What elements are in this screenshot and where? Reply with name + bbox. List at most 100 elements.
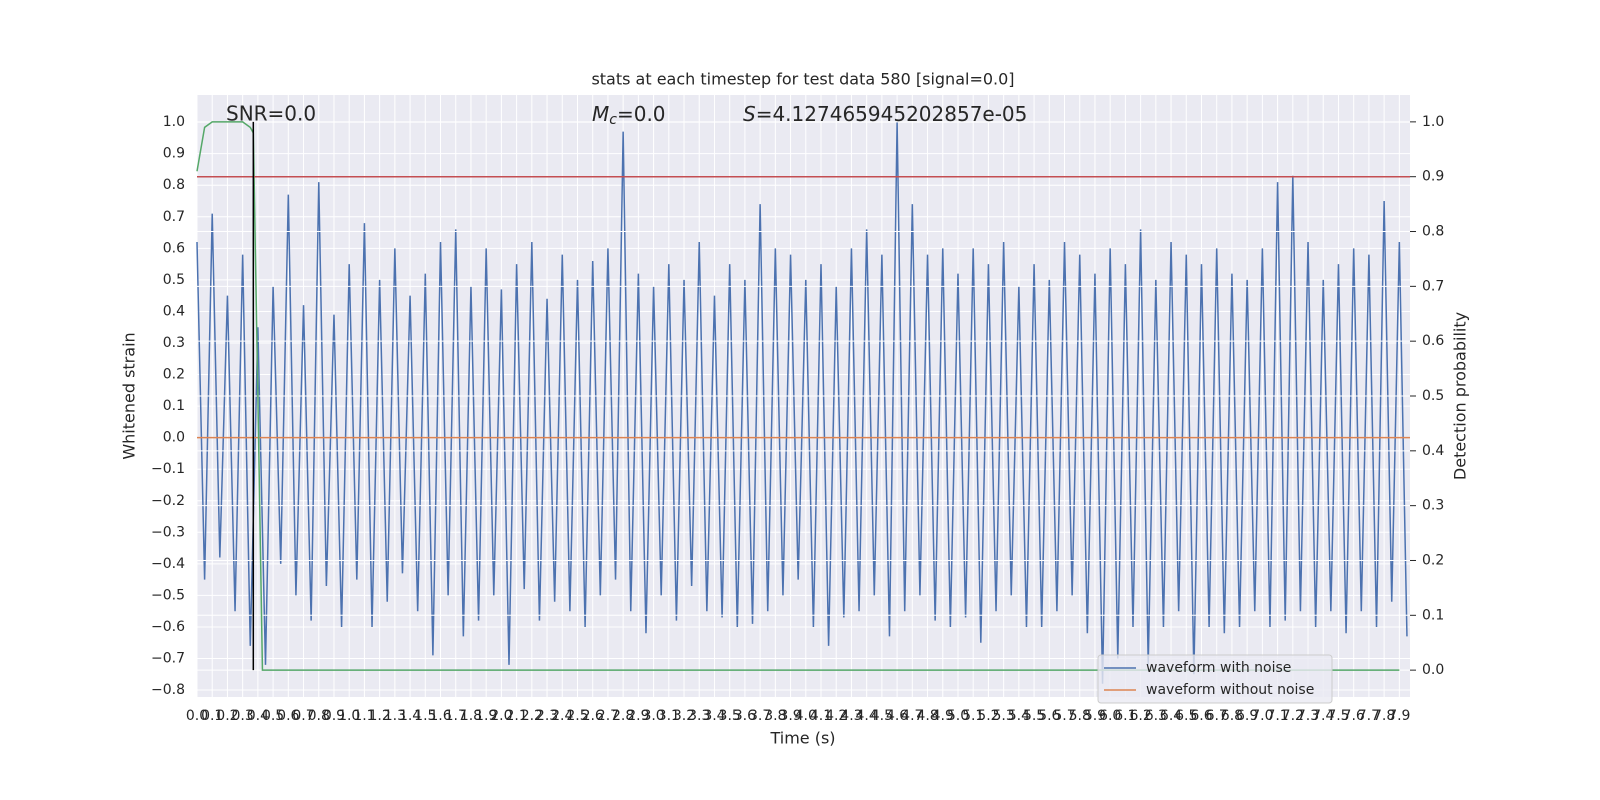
x-tick-label: 3.6 <box>734 708 756 724</box>
x-tick-label: 1.2 <box>369 708 391 724</box>
x-tick-label: 0.3 <box>232 708 254 724</box>
x-tick-label: 6.2 <box>1129 708 1151 724</box>
y-tick-label: −0.2 <box>151 493 185 509</box>
annotation-text: =4.127465945202857e-05 <box>756 102 1028 126</box>
y-tick-label: 0.1 <box>163 398 185 414</box>
series-line <box>196 121 1400 671</box>
x-tick-label: 6.3 <box>1145 708 1167 724</box>
x-tick-label: 4.9 <box>932 708 954 724</box>
x-tick-label: 1.3 <box>384 708 406 724</box>
y-tick-label: 0.3 <box>163 335 185 351</box>
x-tick-label: 0.8 <box>308 708 330 724</box>
y-tick-label: 1.0 <box>163 114 185 130</box>
x-tick-label: 4.7 <box>901 708 923 724</box>
x-tick-label: 3.0 <box>642 708 664 724</box>
x-tick-label: 3.4 <box>703 708 725 724</box>
y2-tick-label: 0.4 <box>1422 443 1444 459</box>
annotation-symbol: M <box>592 102 609 126</box>
x-tick-label: 5.4 <box>1008 708 1030 724</box>
x-tick-label: 0.7 <box>292 708 314 724</box>
x-tick-label: 6.8 <box>1221 708 1243 724</box>
y-tick-label: 0.4 <box>163 303 185 319</box>
x-tick-label: 7.5 <box>1327 708 1349 724</box>
x-tick-label: 4.5 <box>871 708 893 724</box>
y2-tick-label: 0.9 <box>1422 169 1444 185</box>
y2-tick-label: 1.0 <box>1422 114 1444 130</box>
x-tick-label: 1.9 <box>475 708 497 724</box>
x-tick-label: 6.1 <box>1114 708 1136 724</box>
x-tick-label: 1.0 <box>338 708 360 724</box>
x-tick-label: 0.4 <box>247 708 269 724</box>
x-tick-label: 7.1 <box>1266 708 1288 724</box>
x-tick-label: 3.8 <box>764 708 786 724</box>
y-tick-label: −0.5 <box>151 587 185 603</box>
x-tick-label: 1.7 <box>445 708 467 724</box>
x-tick-label: 2.2 <box>521 708 543 724</box>
x-tick-label: 5.0 <box>947 708 969 724</box>
y-tick-label: 0.5 <box>163 272 185 288</box>
x-tick-label: 4.8 <box>916 708 938 724</box>
x-tick-label: 5.6 <box>1038 708 1060 724</box>
y-tick-label: −0.6 <box>151 619 185 635</box>
annotation-symbol: S <box>743 102 756 126</box>
x-tick-label: 4.2 <box>825 708 847 724</box>
legend-label: waveform with noise <box>1146 660 1291 676</box>
x-tick-label: 6.5 <box>1175 708 1197 724</box>
x-tick-label: 1.6 <box>429 708 451 724</box>
x-tick-label: 2.1 <box>505 708 527 724</box>
y-tick-label: 0.0 <box>163 430 185 446</box>
x-tick-label: 6.0 <box>1099 708 1121 724</box>
y-tick-label: 0.7 <box>163 209 185 225</box>
y2-tick-label: 0.6 <box>1422 333 1444 349</box>
x-tick-label: 0.0 <box>186 708 208 724</box>
x-tick-label: 5.7 <box>1053 708 1075 724</box>
x-tick-label: 2.0 <box>490 708 512 724</box>
legend-box <box>1097 654 1333 704</box>
x-tick-label: 5.1 <box>962 708 984 724</box>
y-tick-label: −0.7 <box>151 651 185 667</box>
x-tick-label: 2.5 <box>566 708 588 724</box>
x-tick-label: 3.5 <box>719 708 741 724</box>
x-tick-label: 7.9 <box>1388 708 1410 724</box>
x-tick-label: 5.8 <box>1069 708 1091 724</box>
x-tick-label: 0.9 <box>323 708 345 724</box>
x-tick-label: 2.8 <box>612 708 634 724</box>
x-tick-label: 0.2 <box>216 708 238 724</box>
annotation-text: =0.0 <box>617 102 666 126</box>
x-tick-label: 1.8 <box>460 708 482 724</box>
x-tick-label: 4.4 <box>856 708 878 724</box>
x-tick-label: 1.5 <box>414 708 436 724</box>
y-tick-label: −0.4 <box>151 556 185 572</box>
x-tick-label: 0.1 <box>201 708 223 724</box>
x-tick-label: 3.1 <box>658 708 680 724</box>
x-tick-label: 7.7 <box>1358 708 1380 724</box>
y2-axis-label: Detection probability <box>1451 312 1470 480</box>
y-axis-label: Whitened strain <box>120 332 139 459</box>
y-tick-label: 0.6 <box>163 240 185 256</box>
y2-tick-label: 0.5 <box>1422 388 1444 404</box>
x-tick-label: 7.6 <box>1343 708 1365 724</box>
x-tick-label: 3.3 <box>688 708 710 724</box>
x-tick-label: 4.1 <box>810 708 832 724</box>
x-tick-label: 6.4 <box>1160 708 1182 724</box>
x-tick-label: 4.0 <box>795 708 817 724</box>
x-tick-label: 7.2 <box>1282 708 1304 724</box>
y2-tick-label: 0.3 <box>1422 498 1444 514</box>
x-tick-label: 5.2 <box>977 708 999 724</box>
series-line <box>196 122 1408 684</box>
x-tick-label: 6.9 <box>1236 708 1258 724</box>
chart-title: stats at each timestep for test data 580… <box>591 70 1014 89</box>
x-tick-label: 1.1 <box>353 708 375 724</box>
x-tick-label: 0.5 <box>262 708 284 724</box>
legend-label: waveform without noise <box>1146 682 1314 698</box>
x-tick-label: 7.8 <box>1373 708 1395 724</box>
x-tick-label: 4.6 <box>886 708 908 724</box>
x-tick-label: 5.3 <box>993 708 1015 724</box>
x-tick-label: 2.3 <box>536 708 558 724</box>
x-tick-label: 2.7 <box>597 708 619 724</box>
x-axis-label: Time (s) <box>769 729 835 748</box>
x-tick-label: 6.7 <box>1206 708 1228 724</box>
y2-tick-label: 0.7 <box>1422 278 1444 294</box>
y2-tick-label: 0.8 <box>1422 224 1444 240</box>
